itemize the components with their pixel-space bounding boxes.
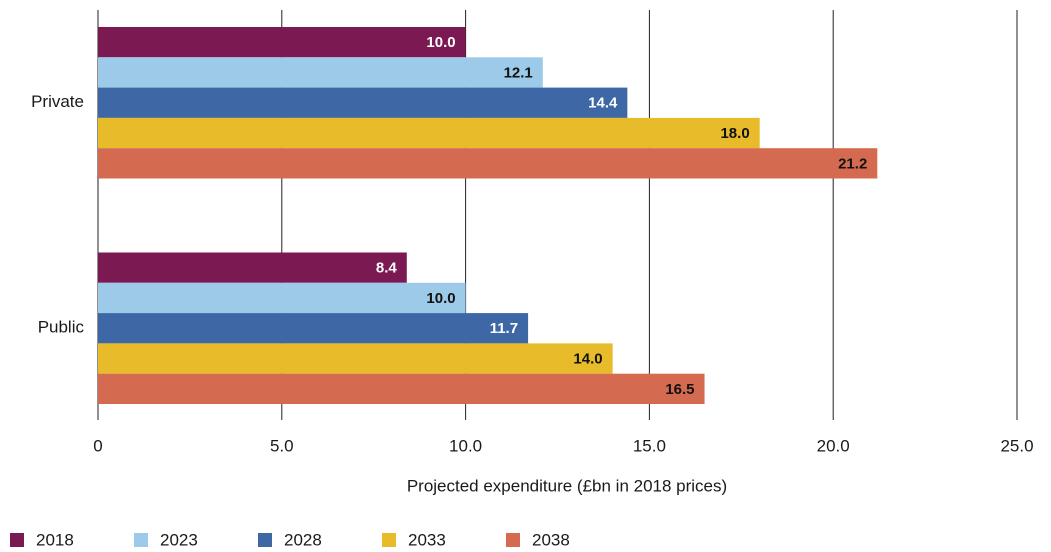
value-label: 8.4 (376, 260, 398, 277)
legend-swatch (506, 533, 520, 547)
value-label: 14.0 (573, 351, 602, 368)
value-label: 10.0 (426, 34, 455, 51)
x-tick-label: 5.0 (270, 436, 294, 455)
legend-label: 2023 (160, 530, 198, 549)
legend-swatch (258, 533, 272, 547)
legend-label: 2028 (284, 530, 322, 549)
value-label: 10.0 (426, 290, 455, 307)
value-label: 14.4 (588, 95, 618, 112)
legend-swatch (10, 533, 24, 547)
legend-label: 2038 (532, 530, 570, 549)
legend-swatch (134, 533, 148, 547)
bar (98, 148, 878, 179)
y-tick-label: Public (38, 318, 85, 337)
y-tick-label: Private (31, 92, 84, 111)
bar (98, 57, 543, 88)
x-axis-label: Projected expenditure (£bn in 2018 price… (407, 476, 727, 495)
value-label: 21.2 (838, 155, 867, 172)
value-label: 12.1 (504, 64, 533, 81)
bar (98, 252, 407, 283)
bar (98, 282, 466, 314)
x-tick-label: 20.0 (817, 436, 850, 455)
bar (98, 117, 760, 149)
bar (98, 27, 466, 58)
value-label: 18.0 (720, 125, 749, 142)
legend-label: 2033 (408, 530, 446, 549)
legend-label: 2018 (36, 530, 74, 549)
legend-swatch (382, 533, 396, 547)
bar (98, 343, 613, 374)
x-tick-label: 15.0 (633, 436, 666, 455)
value-label: 11.7 (490, 320, 518, 337)
x-tick-label: 10.0 (449, 436, 482, 455)
bar (98, 373, 705, 404)
x-tick-label: 0 (93, 436, 102, 455)
bar (98, 87, 628, 118)
bar (98, 313, 529, 344)
x-tick-label: 25.0 (1000, 436, 1033, 455)
value-label: 16.5 (665, 381, 694, 398)
